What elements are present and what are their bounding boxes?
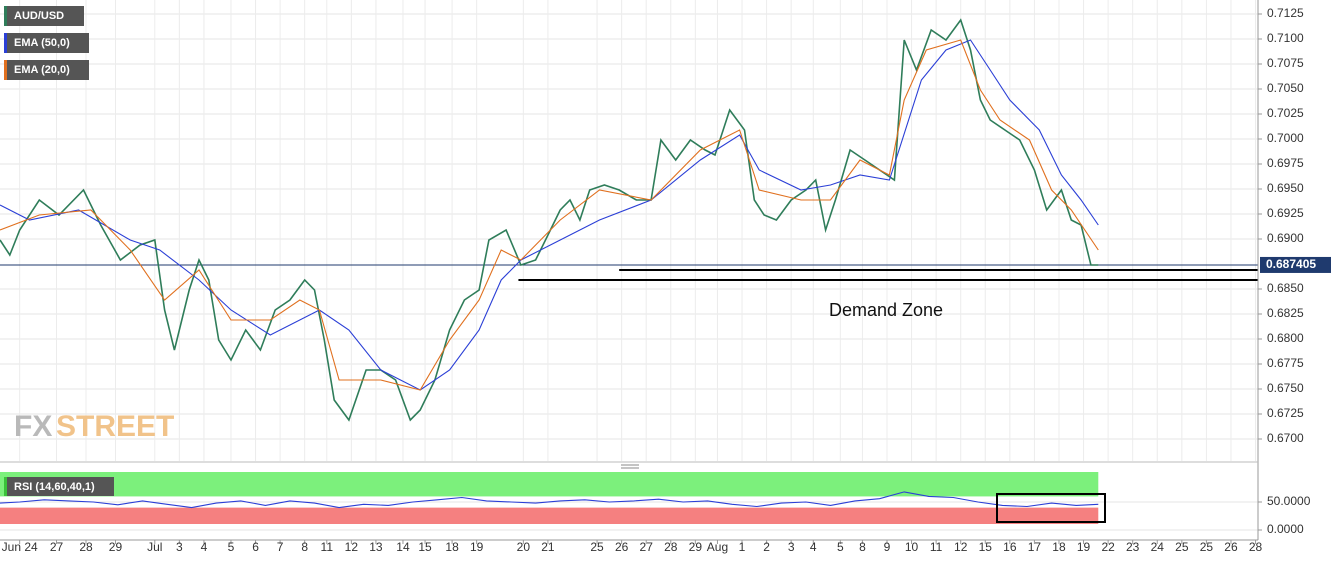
x-tick-label: 25 (1200, 540, 1214, 554)
y-tick-label: 0.7075 (1267, 56, 1304, 70)
y-tick-label: 0.6850 (1267, 281, 1304, 295)
x-tick-label: 28 (1249, 540, 1263, 554)
x-tick-label: 12 (345, 540, 359, 554)
legend-label: EMA (20,0) (14, 64, 70, 76)
x-tick-label: 13 (369, 540, 383, 554)
y-tick-label: 0.7050 (1267, 81, 1304, 95)
x-tick-label: 8 (859, 540, 866, 554)
x-tick-label: 19 (1077, 540, 1091, 554)
x-tick-label: 4 (201, 540, 208, 554)
x-tick-label: 10 (905, 540, 919, 554)
x-tick-label: 3 (788, 540, 795, 554)
last-price-box (1260, 256, 1331, 273)
x-tick-label: 4 (810, 540, 817, 554)
legend-label: EMA (50,0) (14, 37, 70, 49)
x-tick-label: 3 (176, 540, 183, 554)
x-tick-label: 11 (321, 540, 334, 554)
y-tick-label: 0.6725 (1267, 406, 1304, 420)
x-tick-label: 12 (954, 540, 968, 554)
legend-box (4, 60, 89, 80)
x-tick-label: 29 (689, 540, 703, 554)
oversold-band (0, 507, 1099, 524)
main-grid (0, 0, 1258, 531)
x-tick-label: 6 (252, 540, 259, 554)
x-tick-label: 20 (517, 540, 531, 554)
x-tick-label: 9 (884, 540, 891, 554)
watermark: FX STREET (14, 410, 174, 443)
series-line (0, 491, 1099, 509)
series-line (0, 18, 1099, 422)
x-tick-label: 23 (1126, 540, 1140, 554)
x-tick-label: 1 (739, 540, 746, 554)
y-tick-label: 0.6750 (1267, 381, 1304, 395)
legend-box (4, 477, 114, 496)
y-tick-label: 0.6700 (1267, 431, 1304, 445)
x-tick-label: 14 (396, 540, 410, 554)
y-tick-label: 0.7100 (1267, 31, 1304, 45)
legend: AUD/USD EMA (50,0) EMA (20,0) RSI (14,60… (4, 6, 114, 496)
y-tick-label: 0.7125 (1267, 6, 1304, 20)
x-tick-label: 27 (640, 540, 654, 554)
legend-swatch (4, 6, 7, 26)
legend-swatch (4, 477, 7, 496)
overbought-band (0, 472, 1099, 497)
x-tick-label: 29 (109, 540, 123, 554)
legend-box (4, 33, 89, 53)
legend-label: RSI (14,60,40,1) (14, 481, 95, 493)
y-tick-label: 0.6775 (1267, 356, 1304, 370)
rsi-bands (0, 472, 1099, 524)
y-tick-label: 0.6800 (1267, 331, 1304, 345)
watermark-street: STREET (56, 410, 174, 443)
legend-swatch (4, 60, 7, 80)
x-tick-label: 17 (1028, 540, 1042, 554)
watermark-fx: FX (14, 410, 52, 443)
y-tick-label: 0.6925 (1267, 206, 1304, 220)
x-tick-label: 5 (837, 540, 844, 554)
y-tick-label: 0.6975 (1267, 156, 1304, 170)
x-tick-label: 26 (1224, 540, 1238, 554)
y-tick-label: 0.7025 (1267, 106, 1304, 120)
x-tick-label: 16 (1003, 540, 1017, 554)
highlight-box (996, 493, 1106, 523)
x-tick-label: 11 (930, 540, 943, 554)
x-tick-label: 24 (1151, 540, 1165, 554)
y-tick-label: 0.6950 (1267, 181, 1304, 195)
annotation: Demand Zone (829, 300, 943, 320)
y-tick-label: 0.7000 (1267, 131, 1304, 145)
x-tick-label: 15 (979, 540, 993, 554)
y-tick-label: 0.6900 (1267, 231, 1304, 245)
x-tick-label: 28 (79, 540, 93, 554)
x-tick-label: Jun 24 (2, 540, 38, 554)
x-tick-label: Aug (707, 540, 728, 554)
x-tick-label: 26 (615, 540, 629, 554)
x-tick-label: 28 (664, 540, 678, 554)
x-tick-label: 18 (445, 540, 459, 554)
y-tick-label: 0.0000 (1267, 522, 1304, 536)
last-price-label: 0.687405 (1266, 257, 1316, 271)
x-tick-label: 21 (541, 540, 555, 554)
x-tick-label: Jul (147, 540, 162, 554)
x-tick-label: 18 (1052, 540, 1066, 554)
x-tick-label: 15 (418, 540, 432, 554)
legend-label: AUD/USD (14, 10, 64, 22)
x-tick-label: 19 (470, 540, 484, 554)
x-tick-label: 5 (228, 540, 235, 554)
x-tick-label: 7 (277, 540, 284, 554)
x-tick-label: 27 (50, 540, 64, 554)
x-tick-label: 22 (1101, 540, 1115, 554)
legend-swatch (4, 33, 7, 53)
plot (0, 18, 1258, 509)
y-tick-label: 50.0000 (1267, 494, 1311, 508)
x-tick-label: 25 (590, 540, 604, 554)
series-line (0, 39, 1099, 391)
x-tick-label: 8 (301, 540, 308, 554)
series-line (0, 39, 1099, 391)
y-tick-label: 0.6825 (1267, 306, 1304, 320)
legend-box (4, 6, 84, 26)
x-tick-label: 25 (1175, 540, 1189, 554)
pane-handle (621, 464, 639, 469)
x-tick-label: 2 (763, 540, 770, 554)
